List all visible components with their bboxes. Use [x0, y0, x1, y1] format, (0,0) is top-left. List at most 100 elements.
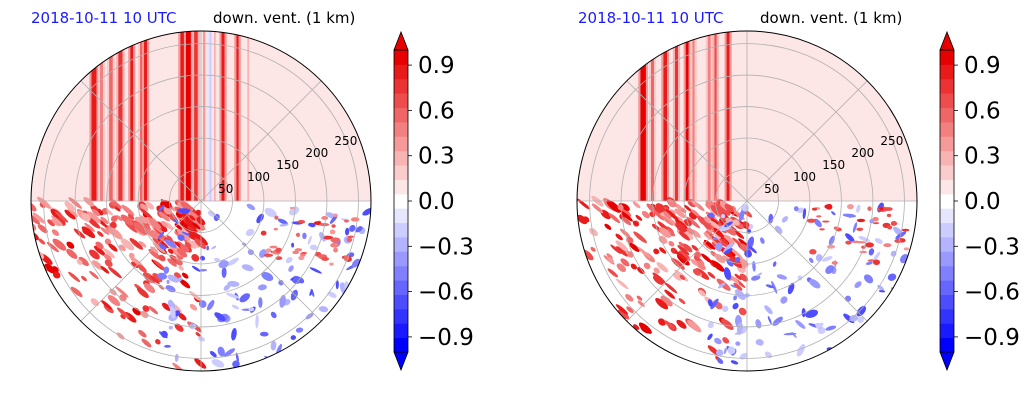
- stripe-halo: [654, 31, 657, 201]
- texture-blob: [355, 226, 363, 233]
- stripe-halo: [197, 31, 200, 201]
- polar-grid: [31, 31, 371, 371]
- texture-blob: [258, 297, 263, 309]
- texture-blob: [723, 267, 732, 280]
- texture-blob: [84, 222, 95, 232]
- texture-blob: [191, 253, 200, 262]
- colorbar-tick-label: −0.9: [418, 325, 474, 351]
- texture-blob: [707, 321, 714, 329]
- radial-tick-label: 150: [822, 158, 845, 172]
- stripe-halo: [183, 31, 186, 201]
- stripe-mark: [714, 31, 717, 201]
- texture-blob: [108, 243, 118, 252]
- texture-blob: [269, 245, 278, 249]
- texture-blob: [633, 324, 640, 330]
- texture-blob: [300, 359, 310, 371]
- texture-blob: [805, 309, 819, 318]
- texture-blob: [157, 231, 165, 239]
- texture-blob: [66, 248, 78, 259]
- stripe-halo: [672, 31, 675, 201]
- stripe-mark: [144, 31, 148, 201]
- texture-blob: [643, 262, 651, 270]
- texture-blob: [911, 252, 917, 260]
- texture-blob: [327, 334, 336, 346]
- texture-blob: [337, 336, 347, 350]
- texture-blob: [729, 257, 743, 269]
- texture-blob: [755, 339, 762, 345]
- texture-blob: [825, 358, 836, 366]
- texture-blob: [290, 335, 297, 340]
- texture-blob: [217, 346, 225, 357]
- colorbar-segment: [394, 107, 408, 123]
- stripe-halo: [116, 31, 119, 201]
- texture-blob: [856, 227, 864, 231]
- texture-blob: [690, 259, 699, 266]
- stripe-halo: [128, 31, 131, 201]
- texture-blob: [664, 282, 678, 294]
- stripe-halo: [215, 31, 218, 201]
- texture-blob: [756, 272, 763, 277]
- texture-blob: [742, 221, 750, 229]
- texture-blob: [158, 204, 165, 212]
- texture-blob: [246, 203, 256, 211]
- texture-blob: [821, 256, 833, 262]
- texture-blob: [157, 238, 169, 249]
- texture-blob: [195, 332, 201, 337]
- texture-blob: [157, 272, 168, 280]
- texture-blob: [867, 206, 872, 211]
- texture-blob: [824, 204, 832, 209]
- texture-blob: [698, 289, 706, 297]
- texture-blob: [703, 239, 716, 250]
- texture-blob: [169, 306, 176, 319]
- texture-blob: [174, 353, 179, 362]
- texture-blob: [879, 206, 884, 211]
- texture-blob: [808, 278, 821, 289]
- texture-blob: [164, 239, 177, 248]
- texture-blob: [295, 232, 301, 237]
- colorbar-segment: [394, 251, 408, 267]
- texture-blob: [630, 263, 637, 270]
- texture-blob: [321, 257, 330, 262]
- texture-blob: [720, 213, 726, 219]
- texture-blob: [749, 246, 757, 254]
- texture-blob: [714, 234, 721, 240]
- stripe-halo: [716, 31, 719, 201]
- stripe-halo: [638, 31, 641, 201]
- texture-blob: [189, 290, 201, 301]
- texture-blob: [859, 250, 868, 254]
- stripe-halo: [207, 31, 210, 201]
- texture-blob: [615, 304, 628, 315]
- texture-blob: [554, 210, 568, 223]
- texture-blob: [51, 266, 59, 273]
- texture-blob: [663, 211, 672, 219]
- texture-blob: [883, 243, 892, 248]
- texture-blob: [165, 285, 176, 293]
- texture-blob: [715, 242, 723, 251]
- texture-blob: [357, 343, 363, 352]
- texture-blob: [678, 241, 684, 247]
- texture-blob: [160, 330, 168, 338]
- texture-blob: [720, 318, 734, 330]
- texture-blob: [51, 229, 60, 236]
- colorbar-extend-bottom: [393, 351, 409, 372]
- texture-blob: [149, 275, 160, 284]
- texture-blob: [732, 302, 739, 310]
- texture-blob: [604, 223, 612, 230]
- colorbar-segment: [394, 222, 408, 238]
- texture-blob: [738, 209, 745, 222]
- texture-blob: [676, 319, 687, 329]
- texture-blob: [352, 297, 363, 306]
- texture-blob: [206, 245, 209, 251]
- texture-blob: [56, 217, 66, 226]
- texture-blob: [653, 267, 660, 274]
- texture-blob: [70, 317, 77, 323]
- texture-blob: [289, 206, 295, 210]
- texture-blob: [629, 242, 640, 252]
- texture-blob: [32, 212, 46, 224]
- texture-blob: [177, 234, 185, 242]
- texture-blob: [821, 220, 830, 223]
- texture-blob: [730, 360, 739, 365]
- texture-blob: [686, 216, 701, 229]
- texture-blob: [607, 268, 619, 278]
- texture-blob: [658, 318, 666, 326]
